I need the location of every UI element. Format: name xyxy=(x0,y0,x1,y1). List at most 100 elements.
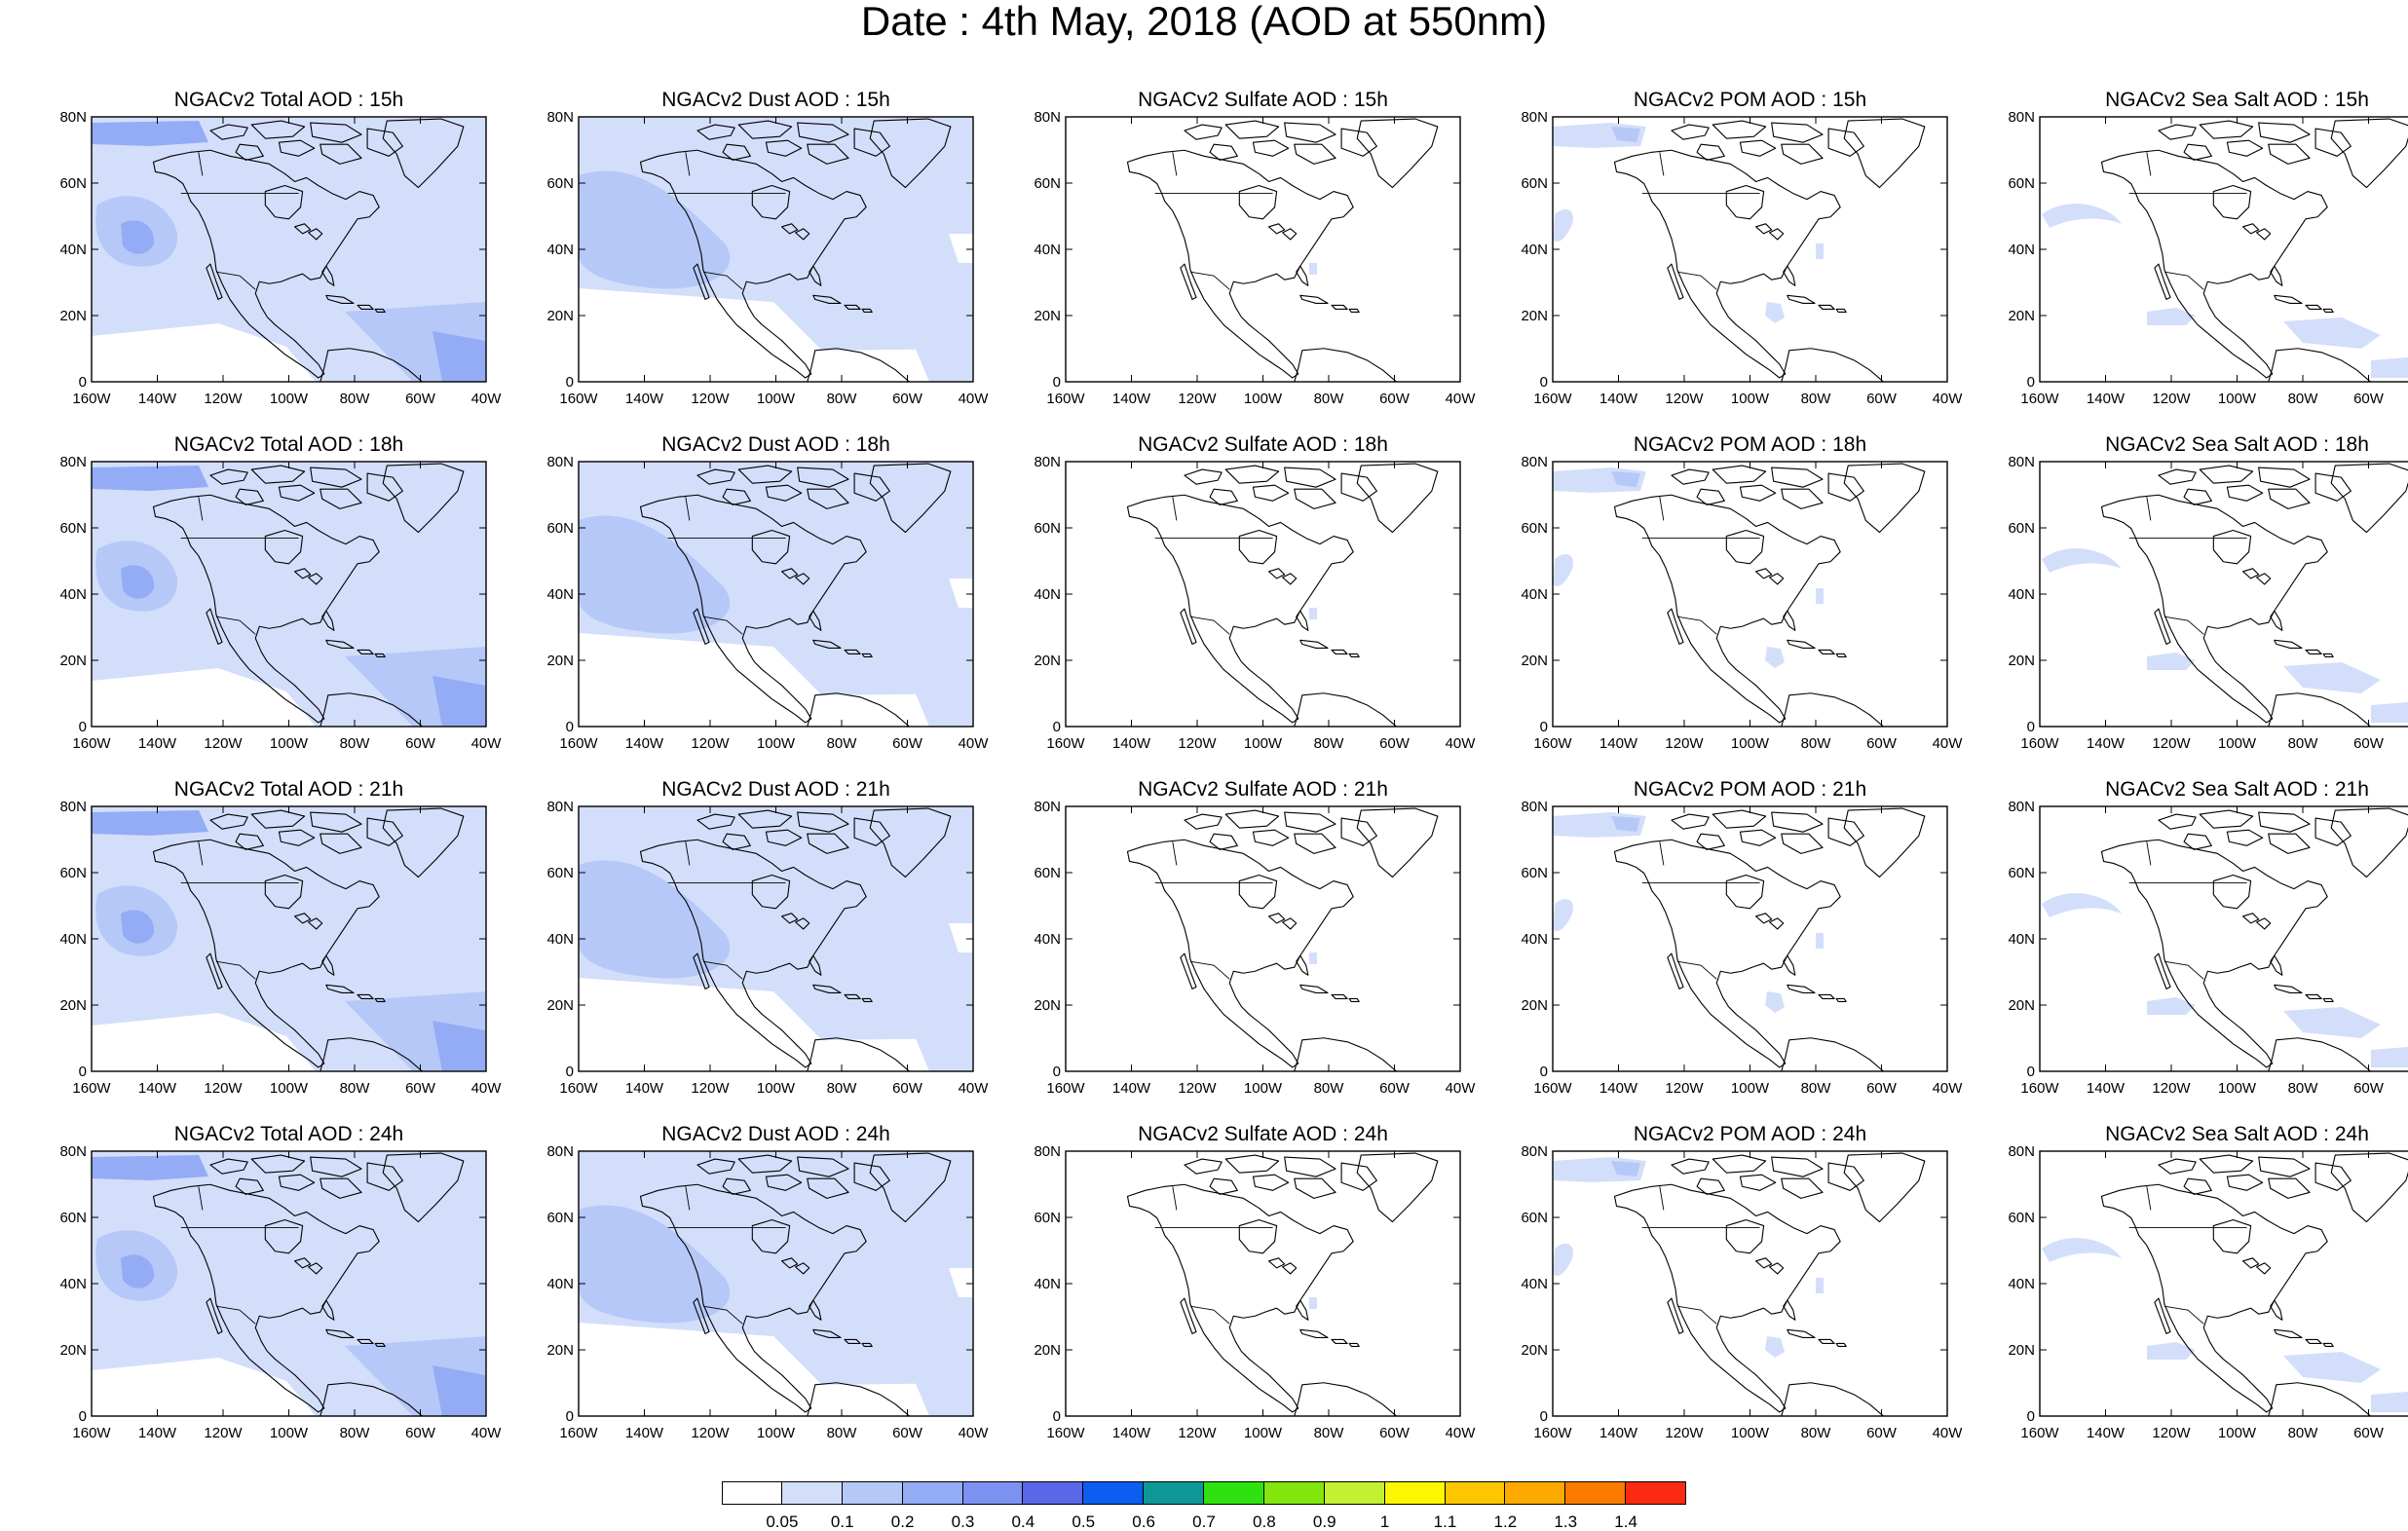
panel-title: NGACv2 Total AOD : 18h xyxy=(173,433,404,456)
lat-tick-label: 40N xyxy=(59,931,87,948)
coastline xyxy=(1126,807,1439,1071)
aod-shading-region xyxy=(1816,588,1824,604)
lon-tick-label: 60W xyxy=(2353,1425,2385,1441)
lon-tick-label: 120W xyxy=(2152,735,2191,752)
lon-tick-label: 120W xyxy=(691,1425,730,1441)
lon-tick-label: 80W xyxy=(827,391,858,407)
lat-tick-label: 20N xyxy=(1521,997,1548,1014)
map-frame xyxy=(1552,461,1948,728)
map-frame xyxy=(1065,1150,1461,1417)
colorbar-frame xyxy=(722,1481,1686,1505)
lon-tick-label: 140W xyxy=(1599,735,1638,752)
colorbar-swatch xyxy=(1626,1481,1686,1505)
lon-tick-label: 160W xyxy=(559,1080,598,1097)
map-panel-dust-15h: NGACv2 Dust AOD : 15h 160W 140W 120W 100W 80W… xyxy=(534,88,1001,409)
lat-tick-label: 20N xyxy=(546,653,574,669)
lon-tick-label: 40W xyxy=(471,391,503,407)
lat-tick-label: 80N xyxy=(546,1143,574,1160)
lon-tick-label: 80W xyxy=(1801,735,1832,752)
aod-map: 160W 140W 120W 100W 80W 60W 40W 0 20N 40N 60N 80N xyxy=(1521,1143,1963,1441)
panel-title: NGACv2 Sea Salt AOD : 18h xyxy=(2105,433,2369,456)
aod-shading-region xyxy=(92,1155,208,1180)
lon-tick-label: 40W xyxy=(1446,391,1477,407)
lon-tick-label: 160W xyxy=(1533,1080,1572,1097)
lat-tick-label: 0 xyxy=(79,1408,87,1425)
lat-tick-label: 20N xyxy=(59,997,87,1014)
lon-tick-label: 40W xyxy=(1446,1425,1477,1441)
colorbar-label: 0.8 xyxy=(1253,1512,1276,1531)
map-panel-sulfate-18h: NGACv2 Sulfate AOD : 18h 160W 140W 120W 100W… xyxy=(1021,432,1488,754)
coastline xyxy=(1126,118,1439,382)
aod-shading-region xyxy=(121,1254,155,1288)
coastline xyxy=(1126,463,1439,727)
lat-tick-label: 0 xyxy=(566,1064,574,1080)
colorbar-label: 1.3 xyxy=(1554,1512,1578,1531)
lon-tick-label: 120W xyxy=(204,391,243,407)
lon-tick-label: 160W xyxy=(1533,391,1572,407)
map-panel-sulfate-15h: NGACv2 Sulfate AOD : 15h 160W 140W 120W 100W… xyxy=(1021,88,1488,409)
colorbar-swatch xyxy=(722,1481,782,1505)
lon-tick-label: 80W xyxy=(1801,1425,1832,1441)
lat-tick-label: 40N xyxy=(546,242,574,258)
lat-tick-label: 20N xyxy=(1034,308,1061,324)
lat-tick-label: 0 xyxy=(1053,1064,1061,1080)
lat-tick-label: 80N xyxy=(1521,109,1548,126)
lon-tick-label: 60W xyxy=(892,391,923,407)
lat-tick-label: 20N xyxy=(1034,997,1061,1014)
aod-shading-region xyxy=(579,515,731,634)
lat-tick-label: 60N xyxy=(2008,520,2035,537)
aod-shading-region xyxy=(910,1025,973,1071)
aod-shading-region xyxy=(2042,204,2122,228)
colorbar-swatch xyxy=(1505,1481,1566,1505)
aod-shading-region xyxy=(949,923,973,952)
lat-tick-label: 40N xyxy=(1521,1276,1548,1292)
aod-map: 160W 140W 120W 100W 80W 60W 40W 0 20N 40N 60N 80N xyxy=(1034,799,1476,1097)
aod-map: 160W 140W 120W 100W 80W 60W 40W 0 20N 40N 60N 80N xyxy=(546,799,989,1097)
lat-tick-label: 40N xyxy=(1034,242,1061,258)
colorbar-swatch xyxy=(1445,1481,1506,1505)
lat-tick-label: 40N xyxy=(1521,242,1548,258)
lat-tick-label: 40N xyxy=(1034,1276,1061,1292)
lon-tick-label: 120W xyxy=(204,1425,243,1441)
lon-tick-label: 100W xyxy=(1244,735,1283,752)
panel-title: NGACv2 POM AOD : 15h xyxy=(1633,89,1867,111)
lon-tick-label: 80W xyxy=(2288,391,2319,407)
lat-tick-label: 40N xyxy=(2008,931,2035,948)
map-panel-seasalt-21h: NGACv2 Sea Salt AOD : 21h 160W 140W 120W 100… xyxy=(1995,777,2408,1099)
panel-title: NGACv2 POM AOD : 24h xyxy=(1633,1123,1867,1145)
lat-tick-label: 60N xyxy=(546,520,574,537)
map-panel-pom-21h: NGACv2 POM AOD : 21h 160W 140W 120W 100W 80W 6… xyxy=(1508,777,1975,1099)
lat-tick-label: 60N xyxy=(1034,520,1061,537)
lon-tick-label: 80W xyxy=(1801,1080,1832,1097)
aod-shading-region xyxy=(2371,1391,2408,1412)
lat-tick-label: 20N xyxy=(59,653,87,669)
lat-tick-label: 20N xyxy=(1034,653,1061,669)
aod-shading-region xyxy=(1611,127,1640,142)
panel-title: NGACv2 Dust AOD : 15h xyxy=(661,89,890,111)
aod-shading-region xyxy=(1553,554,1573,587)
aod-map: 160W 140W 120W 100W 80W 60W 40W 0 20N 40N 60N 80N xyxy=(546,454,989,752)
aod-shading-region xyxy=(949,1268,973,1297)
coastline xyxy=(1126,1152,1439,1416)
aod-map: 160W 140W 120W 100W 80W 60W 40W 0 20N 40N 60N 80N xyxy=(1521,109,1963,407)
aod-shading-region xyxy=(1765,647,1785,668)
colorbar-swatch xyxy=(842,1481,903,1505)
lat-tick-label: 60N xyxy=(1521,520,1548,537)
aod-shading-region xyxy=(1309,608,1317,619)
lon-tick-label: 100W xyxy=(2218,1425,2257,1441)
lon-tick-label: 160W xyxy=(2020,735,2059,752)
lon-tick-label: 160W xyxy=(2020,1080,2059,1097)
aod-shading-region xyxy=(1553,899,1573,932)
aod-shading-region xyxy=(2147,653,2196,670)
lat-tick-label: 20N xyxy=(546,1342,574,1359)
aod-shading-region xyxy=(1553,1244,1573,1277)
lat-tick-label: 60N xyxy=(1034,1210,1061,1226)
lat-tick-label: 60N xyxy=(59,1210,87,1226)
lon-tick-label: 140W xyxy=(2087,391,2126,407)
aod-shading-region xyxy=(2371,356,2408,378)
lat-tick-label: 60N xyxy=(1521,1210,1548,1226)
aod-map: 160W 140W 120W 100W 80W 60W 40W 0 20N 40N 60N 80N xyxy=(1034,454,1476,752)
lat-tick-label: 60N xyxy=(1521,865,1548,881)
lat-tick-label: 60N xyxy=(2008,1210,2035,1226)
map-panel-total-15h: NGACv2 Total AOD : 15h 160W 140W 120W 100W 80… xyxy=(47,88,514,409)
